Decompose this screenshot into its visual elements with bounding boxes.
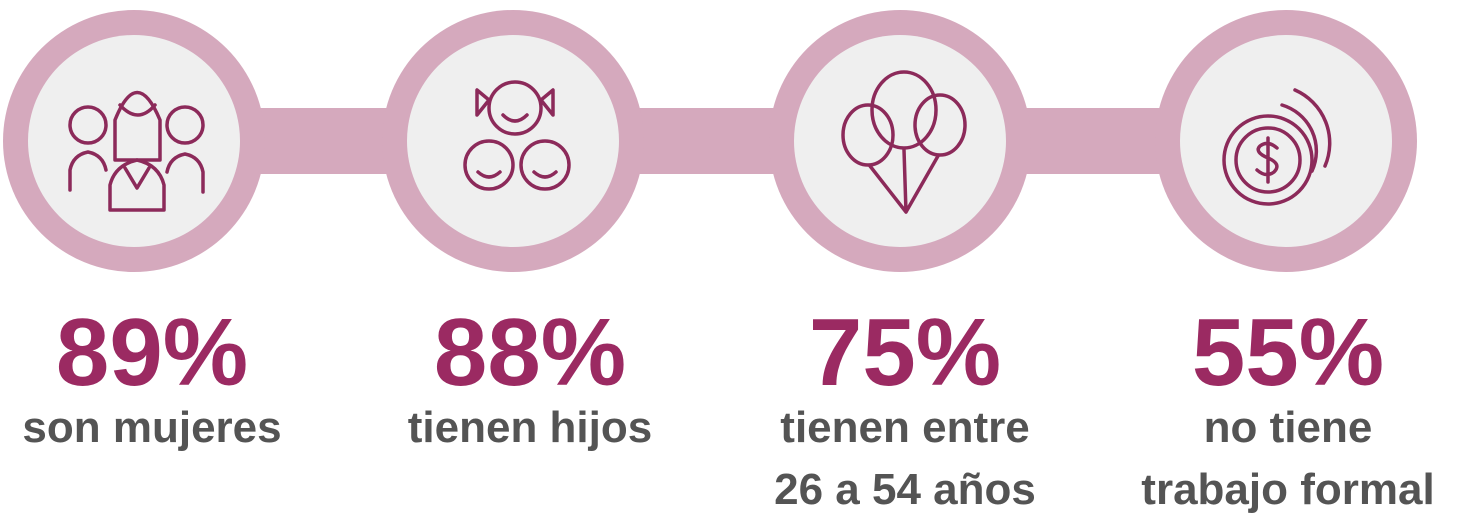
stat-value: 75%	[809, 299, 1001, 406]
balloons-icon	[841, 70, 967, 214]
stat-label: tienen hijos	[408, 403, 652, 452]
stat-label: 26 a 54 años	[774, 465, 1036, 514]
stat-value: 88%	[434, 299, 626, 406]
stat-label: tienen entre	[780, 403, 1029, 452]
stat-label: no tiene	[1204, 403, 1373, 452]
stat-value: 55%	[1192, 299, 1384, 406]
stat-value: 89%	[56, 299, 248, 406]
stat-label: trabajo formal	[1141, 465, 1434, 514]
women-icon	[68, 90, 205, 212]
stat-label: son mujeres	[22, 403, 281, 452]
coins-icon	[1222, 88, 1332, 206]
connector	[3, 10, 1417, 272]
children-icon	[463, 80, 571, 191]
stats: 89%son mujeres 88%tienen hijos 75%tienen e…	[22, 299, 1434, 514]
